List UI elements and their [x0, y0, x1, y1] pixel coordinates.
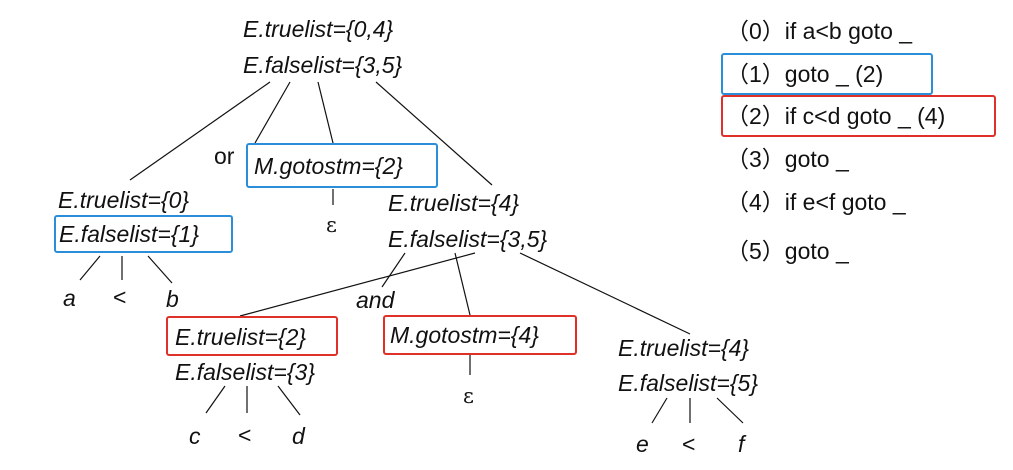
code-line-0: （0）if a<b goto _: [726, 17, 912, 45]
code-line-2-highlight: [721, 95, 996, 137]
edge-right-m2: [454, 252, 471, 316]
code-line-1: （1）goto _ (2): [726, 60, 883, 88]
left-truelist: E.truelist={0}: [58, 187, 190, 213]
leaf-d: d: [292, 423, 305, 449]
edge-left-b: [147, 255, 173, 284]
m1-highlight: [246, 143, 438, 188]
rr-falselist: E.falselist={5}: [618, 370, 759, 396]
code-text-3: goto _: [784, 146, 849, 172]
m2-highlight: [383, 315, 577, 355]
leaf-e: e: [636, 431, 649, 457]
code-num-4: （4）: [726, 189, 785, 215]
code-line-3: （3）goto _: [726, 145, 849, 173]
code-line-5: （5）goto _: [726, 237, 849, 265]
edge-right-rl: [239, 252, 476, 317]
code-text-4: if e<f goto _: [784, 189, 906, 215]
code-num-2: （2）: [726, 103, 785, 129]
leaf-lt-1: <: [113, 284, 127, 310]
code-text-5: goto _: [784, 238, 849, 264]
edge-rl-d: [277, 385, 301, 416]
code-line-2: （2）if c<d goto _ (4): [726, 102, 945, 130]
m1-epsilon: ε: [326, 213, 337, 237]
right-falselist: E.falselist={3,5}: [388, 226, 548, 252]
left-falselist: E.falselist={1}: [59, 221, 200, 247]
m2-gotostm: M.gotostm={4}: [390, 322, 539, 348]
edge-rl-c: [205, 385, 226, 414]
edge-root-right: [375, 81, 493, 186]
leaf-a: a: [63, 285, 76, 311]
rl-truelist: E.truelist={2}: [175, 324, 307, 350]
code-text-0: if a<b goto _: [784, 18, 913, 44]
and-label: and: [356, 287, 395, 313]
edge-root-or: [254, 81, 291, 144]
edge-left-a: [79, 255, 101, 281]
edge-right-and: [381, 252, 406, 288]
leaf-lt-3: <: [682, 431, 696, 457]
code-line-1-highlight: [721, 53, 933, 95]
leaf-c: c: [189, 423, 201, 449]
m1-gotostm: M.gotostm={2}: [254, 153, 403, 179]
root-falselist: E.falselist={3,5}: [243, 52, 403, 78]
code-num-0: （0）: [726, 18, 785, 44]
rl-truelist-highlight: [166, 316, 338, 356]
left-falselist-highlight: [54, 215, 233, 253]
m2-epsilon: ε: [463, 384, 474, 408]
leaf-f: f: [738, 431, 745, 457]
code-line-4: （4）if e<f goto _: [726, 188, 906, 216]
rr-truelist: E.truelist={4}: [618, 335, 750, 361]
rl-falselist: E.falselist={3}: [175, 359, 316, 385]
code-num-3: （3）: [726, 146, 785, 172]
edge-root-left: [129, 81, 271, 181]
code-num-5: （5）: [726, 238, 785, 264]
edge-rr-e: [651, 397, 668, 424]
edge-rr-f: [716, 397, 744, 424]
code-text-2: if c<d goto _ (4): [784, 103, 946, 129]
code-num-1: （1）: [726, 61, 785, 87]
edge-root-m1: [317, 81, 334, 144]
code-text-1: goto _ (2): [784, 61, 884, 87]
leaf-lt-2: <: [238, 422, 252, 448]
leaf-b: b: [166, 286, 179, 312]
or-label: or: [214, 143, 235, 169]
edge-right-rr: [519, 252, 691, 335]
right-truelist: E.truelist={4}: [388, 190, 520, 216]
root-truelist: E.truelist={0,4}: [243, 16, 394, 42]
